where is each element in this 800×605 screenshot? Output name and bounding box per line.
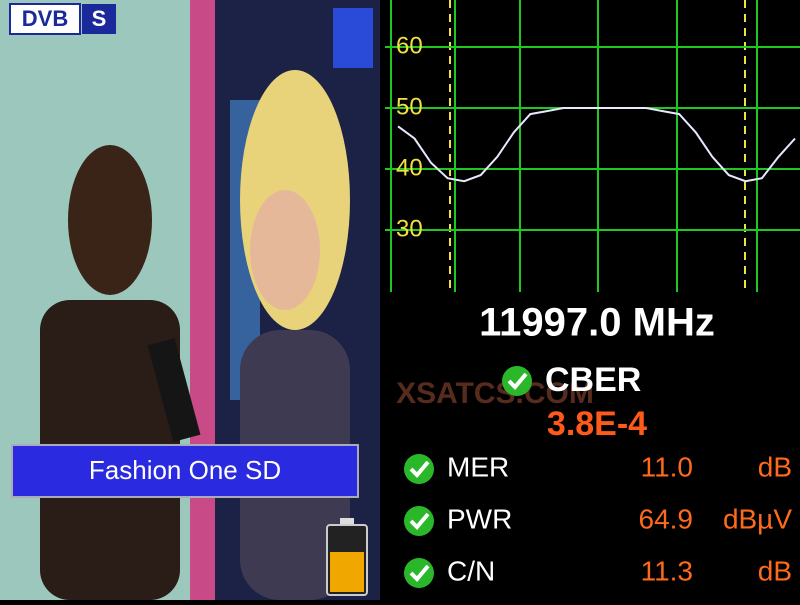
badge-left: DVB [22, 6, 68, 31]
dvb-badge: DVB S [9, 3, 116, 35]
measure-label: MER [447, 451, 509, 482]
measure-value: 11.3 [641, 555, 693, 586]
check-icon [404, 558, 434, 588]
channel-name: Fashion One SD [89, 455, 281, 485]
measure-unit: dB [758, 555, 792, 586]
spectrum-line [397, 107, 796, 183]
watermark: XSATCS.COM [396, 377, 594, 410]
measure-unit: dB [758, 451, 792, 482]
check-icon [404, 454, 434, 484]
check-mark [409, 460, 430, 478]
video [0, 0, 380, 600]
check-icon [502, 366, 532, 396]
y-tick-label: 30 [396, 215, 423, 242]
cber-label: CBER [545, 361, 641, 399]
check-mark [409, 564, 430, 582]
y-tick-label: 60 [396, 32, 423, 59]
cber-value: 3.8E-4 [547, 405, 647, 443]
measure-value: 11.0 [641, 451, 693, 482]
y-tick-label: 50 [396, 93, 423, 120]
spectrum-plot: 3040506070 [385, 0, 800, 292]
y-tick-label: 40 [396, 154, 423, 181]
battery-icon [326, 518, 368, 596]
channel-box: Fashion One SD [11, 444, 359, 498]
check-mark [409, 512, 430, 530]
measure-unit: dBµV [723, 503, 792, 534]
measurements: MER 11.0 dB PWR 64.9 dBµV C/N 11.3 dB [404, 451, 792, 588]
measure-label: C/N [447, 555, 495, 586]
frequency: 11997.0 MHz [479, 301, 715, 345]
check-icon [404, 506, 434, 536]
measure-value: 64.9 [639, 503, 694, 534]
badge-right: S [92, 6, 107, 31]
measure-label: PWR [447, 503, 512, 534]
